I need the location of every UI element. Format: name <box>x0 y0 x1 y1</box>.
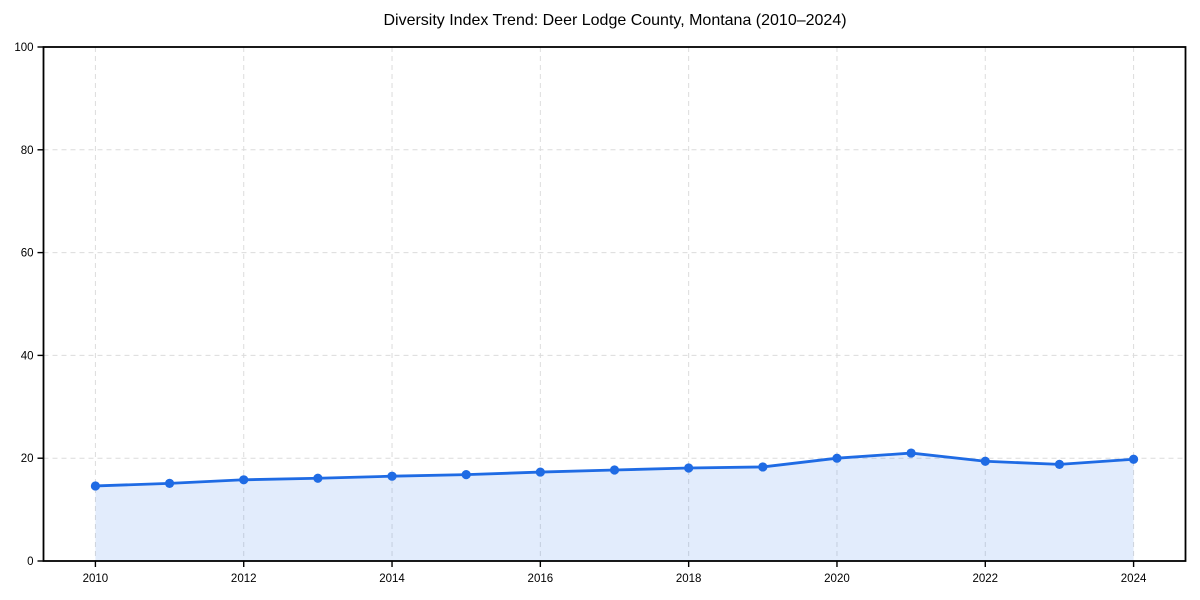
plot-border <box>42 46 1187 562</box>
data-point-2018 <box>684 463 694 473</box>
x-tick-label: 2022 <box>972 573 998 585</box>
data-point-2021 <box>906 448 916 458</box>
y-tick-label: 40 <box>21 350 34 362</box>
data-point-2011 <box>164 478 175 488</box>
data-point-2012 <box>239 475 249 485</box>
x-tick-label: 2010 <box>83 573 109 585</box>
data-point-2016 <box>535 467 545 477</box>
data-point-2019 <box>758 462 768 472</box>
x-tick-label: 2024 <box>1121 573 1147 585</box>
x-tick-label: 2016 <box>528 573 554 585</box>
y-tick-label: 60 <box>21 248 34 260</box>
y-tick-label: 0 <box>27 556 33 568</box>
data-point-2014 <box>387 471 397 481</box>
data-point-2013 <box>313 473 323 483</box>
data-point-2015 <box>461 470 471 480</box>
data-point-2023 <box>1054 459 1065 469</box>
data-point-2022 <box>980 456 990 466</box>
x-tick-label: 2018 <box>676 573 702 585</box>
chart-title: Diversity Index Trend: Deer Lodge County… <box>383 12 847 29</box>
y-tick-label: 80 <box>21 145 34 157</box>
data-point-2017 <box>609 465 620 475</box>
x-tick-label: 2012 <box>231 573 257 585</box>
area-fill <box>95 453 1134 561</box>
x-tick-label: 2014 <box>379 573 405 585</box>
data-point-2024 <box>1128 454 1139 464</box>
data-point-2010 <box>90 481 101 491</box>
y-tick-label: 20 <box>21 453 34 465</box>
y-tick-label: 100 <box>14 42 33 54</box>
data-point-2020 <box>832 453 842 463</box>
x-tick-label: 2020 <box>824 573 850 585</box>
